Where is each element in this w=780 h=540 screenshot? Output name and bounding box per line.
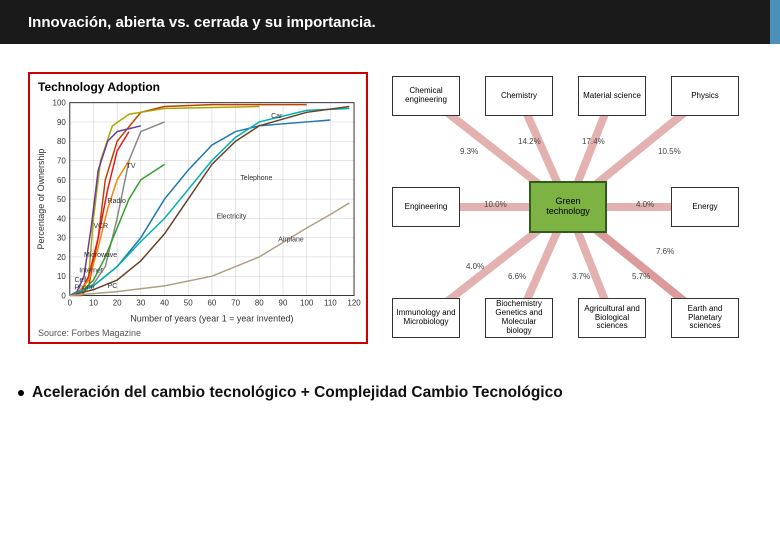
edge-pct-matsci: 17.4% <box>582 137 605 146</box>
edge-pct-agri: 3.7% <box>572 272 590 281</box>
chart-title: Technology Adoption <box>34 78 362 96</box>
svg-text:Percentage of Ownership: Percentage of Ownership <box>36 149 46 250</box>
edge-pct-earth: 5.7% <box>632 272 650 281</box>
svg-text:Number of years (year 1 = year: Number of years (year 1 = year invented) <box>130 313 293 323</box>
diagram-node-earth: Earth and Planetary sciences <box>671 298 739 338</box>
diagram-node-energy: Energy <box>671 187 739 227</box>
diagram-node-matsci: Material science <box>578 76 646 116</box>
diagram-node-immuno: Immunology and Microbiology <box>392 298 460 338</box>
svg-text:50: 50 <box>184 298 193 307</box>
svg-text:TV: TV <box>127 163 136 170</box>
svg-text:Microwave: Microwave <box>84 252 117 259</box>
edge-pct-biochem: 6.6% <box>508 272 526 281</box>
edge-pct-env: 7.6% <box>656 247 674 256</box>
slide-header: Innovación, abierta vs. cerrada y su imp… <box>0 0 780 44</box>
svg-text:100: 100 <box>300 298 314 307</box>
svg-text:70: 70 <box>231 298 240 307</box>
svg-text:Radio: Radio <box>108 198 126 205</box>
content-row: Technology Adoption 0 10 20 30 40 50 60 70 80 90 1… <box>0 44 780 354</box>
svg-text:90: 90 <box>57 118 66 127</box>
svg-text:120: 120 <box>347 298 361 307</box>
svg-text:60: 60 <box>207 298 216 307</box>
svg-text:30: 30 <box>57 234 66 243</box>
svg-text:30: 30 <box>136 298 145 307</box>
svg-text:VCR: VCR <box>93 223 108 230</box>
slide-title: Innovación, abierta vs. cerrada y su imp… <box>28 14 376 31</box>
edge-pct-chem: 14.2% <box>518 137 541 146</box>
edge-pct-physics: 10.5% <box>658 147 681 156</box>
svg-text:40: 40 <box>57 214 66 223</box>
edge-pct-energy: 4.0% <box>636 200 654 209</box>
svg-text:0: 0 <box>61 291 66 300</box>
chart-source: Source: Forbes Magazine <box>34 326 362 338</box>
svg-text:100: 100 <box>53 99 67 108</box>
svg-text:110: 110 <box>324 298 337 307</box>
svg-text:PC: PC <box>108 283 118 290</box>
diagram-node-eng: Engineering <box>392 187 460 227</box>
edge-pct-chemeng: 9.3% <box>460 147 478 156</box>
svg-text:10: 10 <box>57 272 66 281</box>
diagram-node-physics: Physics <box>671 76 739 116</box>
svg-text:70: 70 <box>57 156 66 165</box>
diagram-node-chem: Chemistry <box>485 76 553 116</box>
svg-text:Internet: Internet <box>79 267 103 274</box>
bullet-icon <box>18 390 24 396</box>
diagram-node-biochem: Biochemistry Genetics and Molecular biol… <box>485 298 553 338</box>
svg-text:Telephone: Telephone <box>240 175 272 182</box>
svg-text:Phone: Phone <box>75 285 95 292</box>
svg-text:40: 40 <box>160 298 169 307</box>
svg-text:Electricity: Electricity <box>217 213 247 220</box>
tech-adoption-chart: Technology Adoption 0 10 20 30 40 50 60 70 80 90 1… <box>28 72 368 344</box>
bullet-text: Aceleración del cambio tecnológico + Com… <box>32 384 563 401</box>
svg-text:Car: Car <box>271 113 283 120</box>
diagram-center-node: Green technology <box>529 181 607 233</box>
svg-text:10: 10 <box>89 298 98 307</box>
edge-pct-eng: 10.0% <box>484 200 507 209</box>
edge-pct-immuno: 4.0% <box>466 262 484 271</box>
green-tech-diagram: Chemical engineering 9.3% Chemistry 14.2% Ma… <box>388 72 748 342</box>
svg-text:0: 0 <box>68 298 73 307</box>
svg-text:80: 80 <box>255 298 264 307</box>
svg-text:20: 20 <box>113 298 122 307</box>
diagram-node-chemeng: Chemical engineering <box>392 76 460 116</box>
diagram-node-agri: Agricultural and Biological sciences <box>578 298 646 338</box>
svg-text:20: 20 <box>57 253 66 262</box>
svg-text:Airplane: Airplane <box>278 236 304 243</box>
chart-canvas: 0 10 20 30 40 50 60 70 80 90 100 0 10 20 30 40 50 60 70 80 9… <box>34 96 362 326</box>
svg-text:90: 90 <box>279 298 288 307</box>
svg-text:60: 60 <box>57 176 66 185</box>
svg-text:Cell: Cell <box>75 277 87 284</box>
svg-text:50: 50 <box>57 195 66 204</box>
header-accent <box>770 0 780 44</box>
bullet-line: Aceleración del cambio tecnológico + Com… <box>0 354 780 402</box>
svg-text:80: 80 <box>57 137 66 146</box>
